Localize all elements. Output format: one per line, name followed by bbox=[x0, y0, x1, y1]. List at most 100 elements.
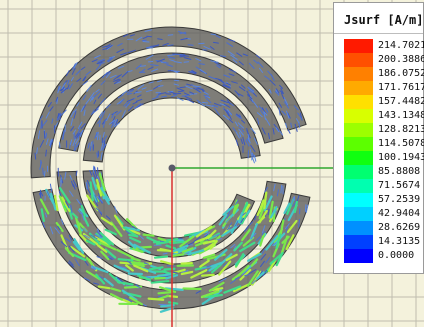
vector-arrow bbox=[197, 101, 206, 107]
vector-arrow bbox=[113, 78, 120, 82]
vector-arrow bbox=[42, 167, 44, 175]
vector-arrow bbox=[268, 200, 274, 219]
vector-arrow bbox=[113, 122, 121, 128]
vector-arrow bbox=[49, 226, 54, 235]
vector-arrow bbox=[202, 266, 211, 270]
vector-arrow bbox=[91, 59, 98, 63]
vector-arrow bbox=[263, 111, 266, 120]
vector-arrow bbox=[182, 287, 202, 291]
vector-arrow bbox=[64, 247, 75, 258]
vector-arrow bbox=[145, 54, 154, 60]
vector-arrow bbox=[241, 228, 251, 242]
vector-arrow bbox=[82, 80, 88, 86]
vector-arrow bbox=[73, 143, 77, 151]
vector-arrow bbox=[275, 88, 280, 94]
vector-arrow bbox=[164, 287, 184, 291]
vector-arrow bbox=[113, 79, 121, 85]
vector-arrow bbox=[171, 70, 180, 72]
vector-arrow bbox=[121, 110, 126, 118]
legend-value: 100.1943 bbox=[378, 152, 424, 163]
vector-arrow bbox=[167, 54, 176, 57]
vector-arrow bbox=[39, 140, 45, 148]
vector-arrow bbox=[100, 216, 113, 226]
vector-arrow bbox=[106, 113, 111, 121]
vector-arrow bbox=[89, 170, 93, 176]
legend-swatch bbox=[344, 53, 373, 67]
vector-arrow bbox=[137, 84, 145, 90]
vector-arrow bbox=[169, 91, 176, 94]
vector-arrow bbox=[45, 111, 50, 119]
vector-arrow bbox=[72, 241, 81, 251]
legend-value: 85.8808 bbox=[378, 166, 421, 177]
vector-arrow bbox=[246, 90, 252, 99]
vector-arrow bbox=[179, 54, 186, 57]
vector-arrow bbox=[173, 83, 179, 86]
vector-arrow bbox=[60, 87, 68, 94]
vector-arrow bbox=[181, 247, 194, 253]
vector-arrow bbox=[96, 230, 102, 238]
vector-arrow bbox=[262, 225, 266, 234]
vector-arrow bbox=[109, 293, 123, 301]
vector-arrow bbox=[177, 90, 185, 93]
vector-arrow bbox=[127, 228, 141, 235]
vector-arrow bbox=[70, 246, 86, 258]
vector-arrow bbox=[259, 232, 266, 247]
vector-arrow bbox=[293, 200, 298, 214]
vector-arrow bbox=[147, 66, 154, 70]
vector-arrow bbox=[70, 126, 75, 132]
vector-arrow bbox=[246, 270, 259, 287]
vector-arrow bbox=[186, 83, 192, 86]
vector-arrow bbox=[187, 44, 194, 46]
vector-arrow bbox=[254, 215, 257, 221]
vector-arrow bbox=[176, 97, 184, 101]
vector-arrow bbox=[263, 111, 268, 116]
vector-arrow bbox=[265, 256, 271, 264]
vector-arrow bbox=[92, 165, 95, 174]
legend-value: 28.6269 bbox=[378, 222, 421, 233]
vector-arrow bbox=[256, 112, 263, 118]
vector-arrow bbox=[256, 236, 261, 241]
vector-arrow bbox=[91, 265, 109, 274]
vector-arrow bbox=[70, 76, 74, 82]
vector-arrow bbox=[92, 172, 97, 180]
vector-arrow bbox=[145, 46, 152, 49]
vector-arrow bbox=[242, 136, 246, 146]
vector-arrow bbox=[219, 103, 226, 106]
vector-arrow bbox=[73, 184, 76, 190]
vector-arrow bbox=[68, 260, 74, 266]
vector-arrow bbox=[223, 285, 242, 294]
trace-segment bbox=[58, 52, 284, 152]
vector-arrow bbox=[123, 101, 128, 107]
vector-arrow bbox=[65, 201, 70, 209]
vector-arrow bbox=[216, 64, 221, 69]
vector-arrow bbox=[94, 200, 99, 207]
vector-arrow bbox=[76, 220, 82, 235]
vector-arrow bbox=[91, 265, 96, 270]
vector-arrow bbox=[135, 36, 143, 42]
vector-arrow bbox=[135, 285, 141, 289]
vector-arrow bbox=[281, 110, 286, 116]
vector-arrow bbox=[265, 107, 269, 113]
vector-arrow bbox=[36, 147, 38, 155]
vector-arrow bbox=[230, 54, 238, 60]
vector-arrow bbox=[85, 70, 92, 76]
vector-arrow bbox=[287, 129, 291, 134]
vector-arrow bbox=[90, 92, 95, 99]
vector-arrow bbox=[89, 146, 92, 152]
vector-arrow bbox=[102, 131, 105, 138]
vector-arrow bbox=[296, 195, 300, 202]
vector-arrow bbox=[204, 231, 211, 237]
vector-arrow bbox=[138, 234, 145, 240]
vector-arrow bbox=[84, 260, 89, 266]
vector-arrow bbox=[85, 257, 94, 266]
vector-arrow bbox=[173, 79, 180, 82]
vector-arrow bbox=[115, 119, 119, 126]
vector-arrow bbox=[280, 235, 289, 254]
vector-arrow bbox=[244, 273, 250, 277]
vector-arrow bbox=[126, 92, 132, 95]
vector-arrow bbox=[253, 59, 259, 64]
vector-arrow bbox=[261, 248, 265, 254]
vector-arrow bbox=[238, 60, 244, 66]
vector-arrow bbox=[126, 90, 134, 94]
